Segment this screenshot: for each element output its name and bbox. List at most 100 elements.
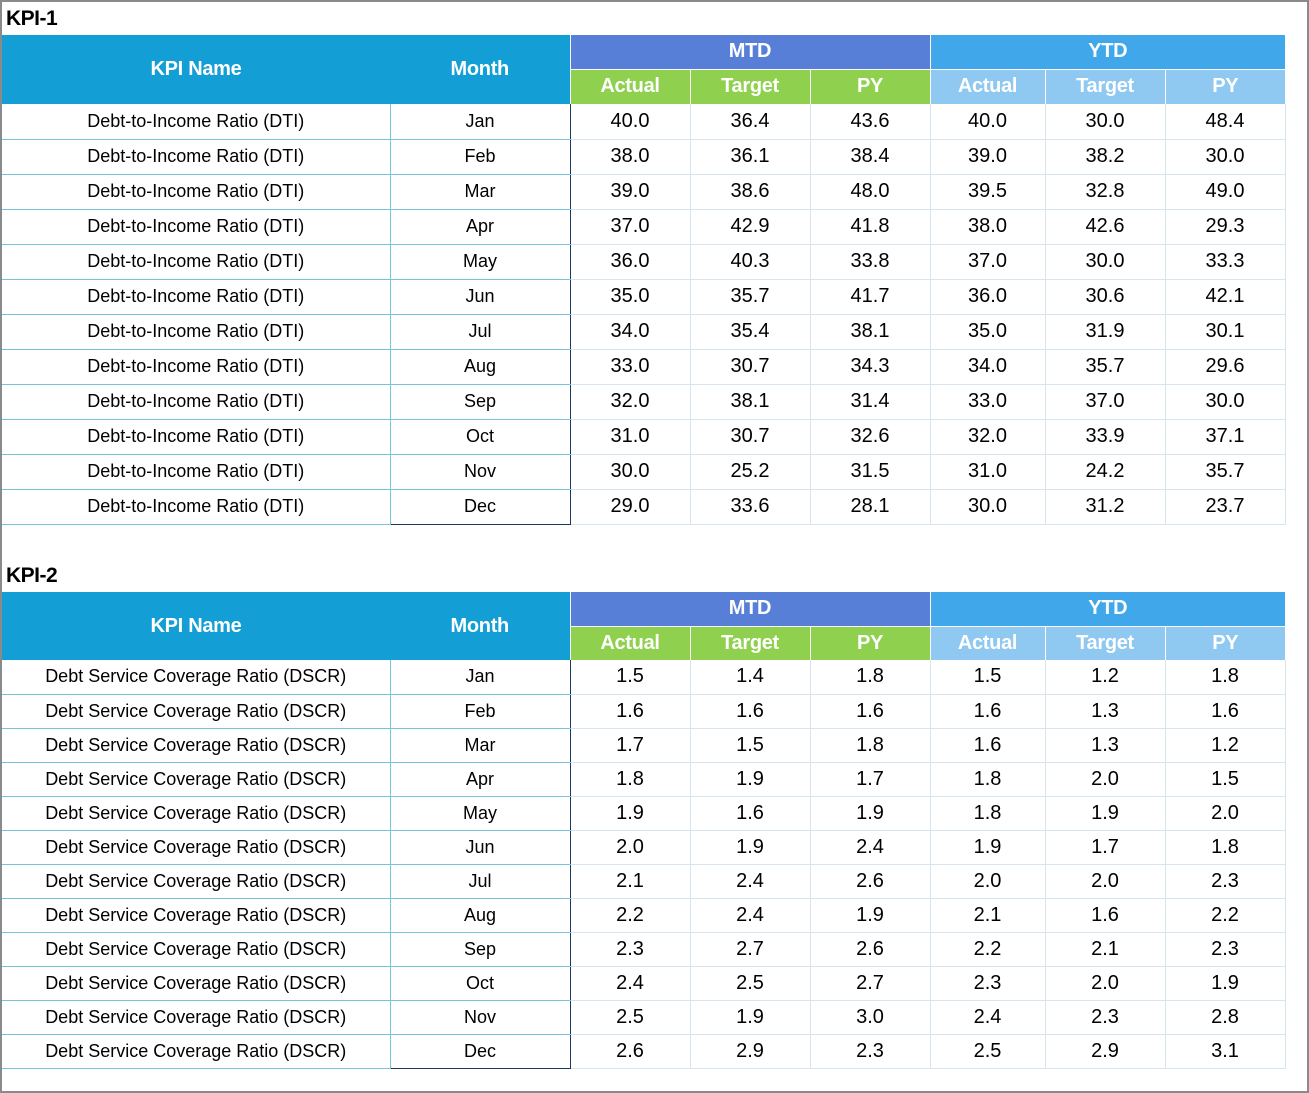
month-cell: Sep [390,384,571,420]
mtd-target-cell: 2.4 [690,898,811,933]
ytd-target-cell: 1.3 [1045,694,1166,729]
mtd-target-cell: 1.4 [690,660,811,695]
mtd-py-cell: 2.4 [810,830,931,865]
ytd-py-cell: 30.1 [1165,314,1286,350]
ytd-actual-cell: 1.5 [930,660,1046,695]
mtd-actual-cell: 31.0 [570,419,691,455]
month-cell: Jan [390,104,571,140]
kpi2-title: KPI-2 [6,564,58,587]
mtd-actual-header: Actual [569,625,690,660]
kpi-name-cell: Debt-to-Income Ratio (DTI) [2,489,391,525]
mtd-target-cell: 30.7 [690,419,811,455]
month-cell: Feb [390,139,571,175]
table-row: Debt Service Coverage Ratio (DSCR) Oct 2.4… [2,966,1286,1001]
mtd-py-cell: 48.0 [810,174,931,210]
ytd-target-cell: 30.0 [1045,244,1166,280]
mtd-target-cell: 36.4 [690,104,811,140]
ytd-actual-cell: 2.3 [930,966,1046,1001]
kpi-name-cell: Debt Service Coverage Ratio (DSCR) [2,660,391,695]
table-row: Debt-to-Income Ratio (DTI) Jul 34.0 35.4 38.… [2,314,1286,350]
ytd-py-cell: 48.4 [1165,104,1286,140]
ytd-py-cell: 1.9 [1165,966,1286,1001]
mtd-py-cell: 34.3 [810,349,931,385]
ytd-target-cell: 35.7 [1045,349,1166,385]
mtd-target-cell: 38.6 [690,174,811,210]
ytd-target-cell: 2.1 [1045,932,1166,967]
month-cell: Apr [390,762,571,797]
kpi-name-cell: Debt-to-Income Ratio (DTI) [2,314,391,350]
mtd-actual-cell: 40.0 [570,104,691,140]
mtd-py-cell: 1.7 [810,762,931,797]
ytd-actual-cell: 37.0 [930,244,1046,280]
ytd-py-cell: 1.8 [1165,660,1286,695]
ytd-target-cell: 1.2 [1045,660,1166,695]
ytd-actual-cell: 2.4 [930,1000,1046,1035]
ytd-py-cell: 2.3 [1165,932,1286,967]
table-row: Debt Service Coverage Ratio (DSCR) Aug 2.2… [2,898,1286,933]
mtd-py-cell: 3.0 [810,1000,931,1035]
table-row: Debt-to-Income Ratio (DTI) Apr 37.0 42.9 41.… [2,209,1286,245]
ytd-header: YTD [929,592,1285,626]
mtd-py-cell: 33.8 [810,244,931,280]
table-row: Debt Service Coverage Ratio (DSCR) Apr 1.8… [2,762,1286,797]
kpi-name-cell: Debt Service Coverage Ratio (DSCR) [2,796,391,831]
kpi-name-cell: Debt-to-Income Ratio (DTI) [2,174,391,210]
ytd-py-header: PY [1164,68,1285,104]
month-cell: Jul [390,314,571,350]
table-row: Debt Service Coverage Ratio (DSCR) Mar 1.7… [2,728,1286,763]
kpi-name-header: KPI Name [2,35,390,104]
ytd-actual-cell: 40.0 [930,104,1046,140]
mtd-target-cell: 30.7 [690,349,811,385]
month-cell: Dec [390,489,571,525]
mtd-py-cell: 41.7 [810,279,931,315]
ytd-target-header: Target [1044,68,1165,104]
ytd-py-cell: 1.5 [1165,762,1286,797]
ytd-target-cell: 24.2 [1045,454,1166,490]
mtd-actual-cell: 33.0 [570,349,691,385]
ytd-actual-cell: 2.0 [930,864,1046,899]
mtd-target-cell: 2.7 [690,932,811,967]
mtd-py-cell: 1.9 [810,898,931,933]
ytd-py-cell: 35.7 [1165,454,1286,490]
kpi-name-cell: Debt-to-Income Ratio (DTI) [2,104,391,140]
table-row: Debt Service Coverage Ratio (DSCR) Jul 2.1… [2,864,1286,899]
ytd-actual-cell: 33.0 [930,384,1046,420]
ytd-actual-cell: 1.9 [930,830,1046,865]
table-row: Debt Service Coverage Ratio (DSCR) Feb 1.6… [2,694,1286,729]
ytd-actual-cell: 31.0 [930,454,1046,490]
ytd-py-cell: 2.3 [1165,864,1286,899]
ytd-py-cell: 33.3 [1165,244,1286,280]
ytd-target-header: Target [1044,625,1165,660]
table-row: Debt-to-Income Ratio (DTI) Feb 38.0 36.1 38.… [2,139,1286,175]
mtd-actual-cell: 36.0 [570,244,691,280]
table-row: Debt-to-Income Ratio (DTI) Oct 31.0 30.7 32.… [2,419,1286,455]
mtd-actual-cell: 1.8 [570,762,691,797]
month-cell: Sep [390,932,571,967]
mtd-actual-cell: 2.4 [570,966,691,1001]
mtd-actual-cell: 1.9 [570,796,691,831]
month-cell: May [390,796,571,831]
mtd-actual-cell: 30.0 [570,454,691,490]
mtd-py-cell: 2.6 [810,932,931,967]
mtd-target-cell: 40.3 [690,244,811,280]
ytd-actual-cell: 39.0 [930,139,1046,175]
ytd-target-cell: 1.6 [1045,898,1166,933]
ytd-actual-cell: 32.0 [930,419,1046,455]
ytd-target-cell: 30.6 [1045,279,1166,315]
mtd-py-cell: 28.1 [810,489,931,525]
ytd-target-cell: 2.9 [1045,1034,1166,1069]
ytd-target-cell: 30.0 [1045,104,1166,140]
ytd-actual-cell: 35.0 [930,314,1046,350]
ytd-py-cell: 29.3 [1165,209,1286,245]
mtd-target-cell: 33.6 [690,489,811,525]
month-header: Month [390,35,570,104]
kpi-name-cell: Debt-to-Income Ratio (DTI) [2,419,391,455]
month-cell: Jan [390,660,571,695]
table-row: Debt Service Coverage Ratio (DSCR) Sep 2.3… [2,932,1286,967]
mtd-py-header: PY [809,625,930,660]
ytd-target-cell: 32.8 [1045,174,1166,210]
mtd-target-cell: 1.9 [690,762,811,797]
mtd-target-header: Target [689,68,810,104]
month-header: Month [390,592,570,660]
